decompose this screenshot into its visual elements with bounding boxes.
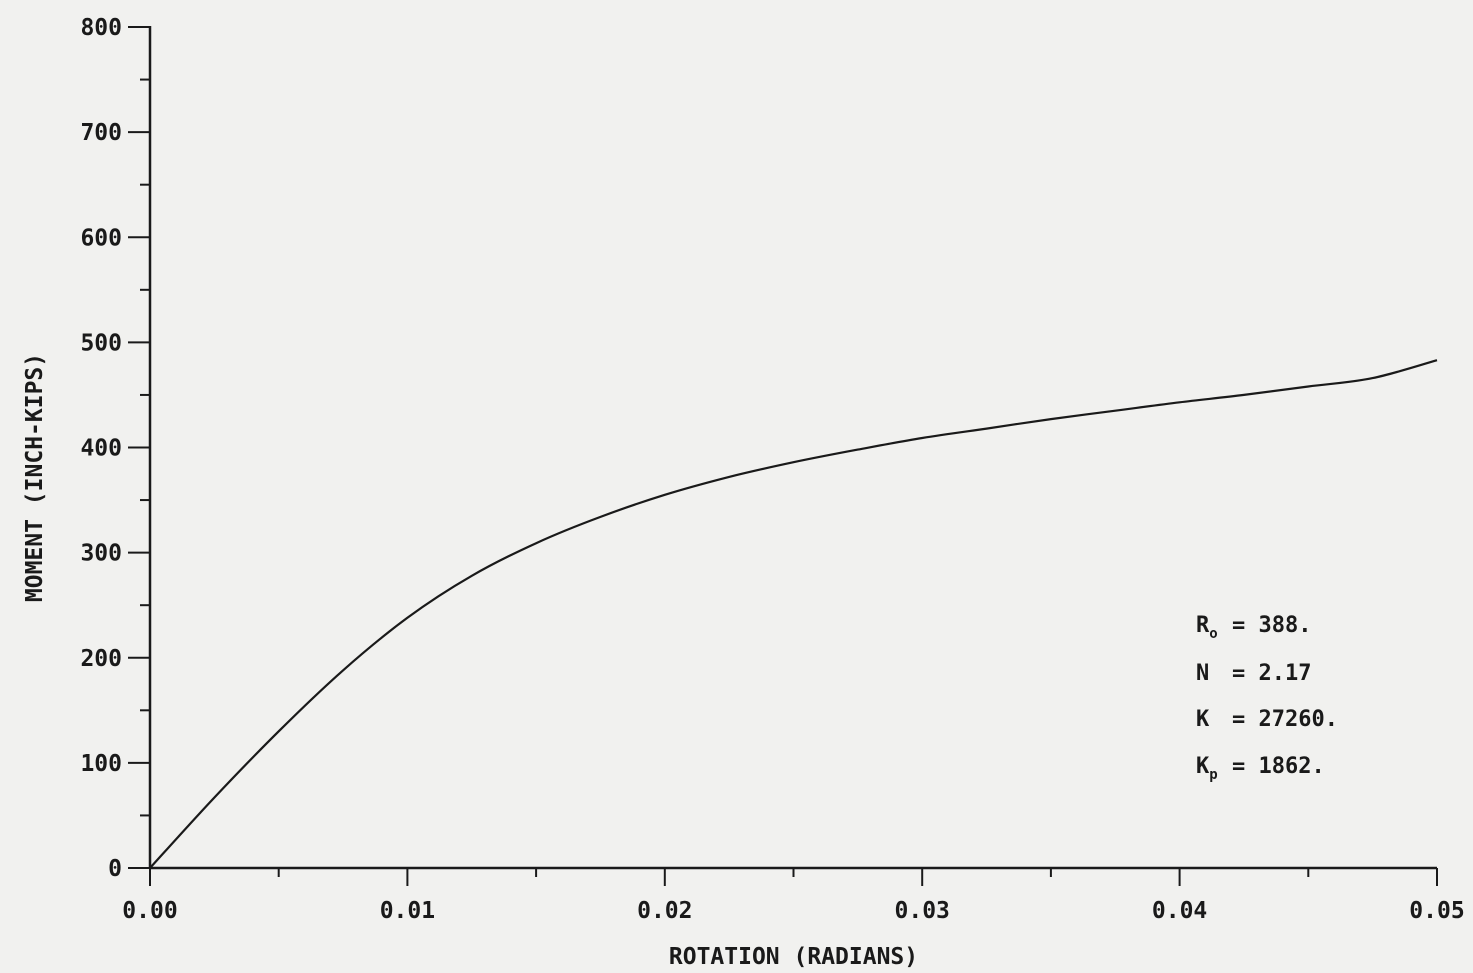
series-group xyxy=(149,359,1438,869)
x-tick-label: 0.02 xyxy=(637,898,692,924)
parameter-row: N = 2.17 xyxy=(1196,661,1311,686)
y-tick-label: 800 xyxy=(80,15,122,41)
parameter-row: K = 27260. xyxy=(1196,707,1338,732)
x-tick-label: 0.03 xyxy=(895,898,950,924)
x-axis-title: ROTATION (RADIANS) xyxy=(669,944,918,970)
axes: 0 100 200 300 400 500 600 700 800 0.00 0.01 0.02 0.0… xyxy=(80,15,1464,924)
x-tick-label: 0.01 xyxy=(380,898,435,924)
x-tick-label: 0.00 xyxy=(122,898,177,924)
y-tick-label: 700 xyxy=(80,120,122,146)
y-tick-label: 0 xyxy=(108,856,122,882)
y-tick-label: 400 xyxy=(80,436,122,462)
x-tick-label: 0.05 xyxy=(1409,898,1464,924)
y-tick-label: 100 xyxy=(80,751,122,777)
parameter-row: Kp = 1862. xyxy=(1196,754,1325,783)
y-tick-label: 300 xyxy=(80,541,122,567)
y-tick-label: 500 xyxy=(80,330,122,356)
parameter-row: Ro = 388. xyxy=(1196,613,1311,642)
parameter-block: Ro = 388. N = 2.17 K = 27260. Kp = 1862. xyxy=(1196,613,1338,783)
y-tick-label: 200 xyxy=(80,646,122,672)
x-tick-label: 0.04 xyxy=(1152,898,1207,924)
y-tick-label: 600 xyxy=(80,225,122,251)
moment-rotation-curve xyxy=(149,359,1438,869)
y-axis-title: MOMENT (INCH-KIPS) xyxy=(22,353,48,602)
